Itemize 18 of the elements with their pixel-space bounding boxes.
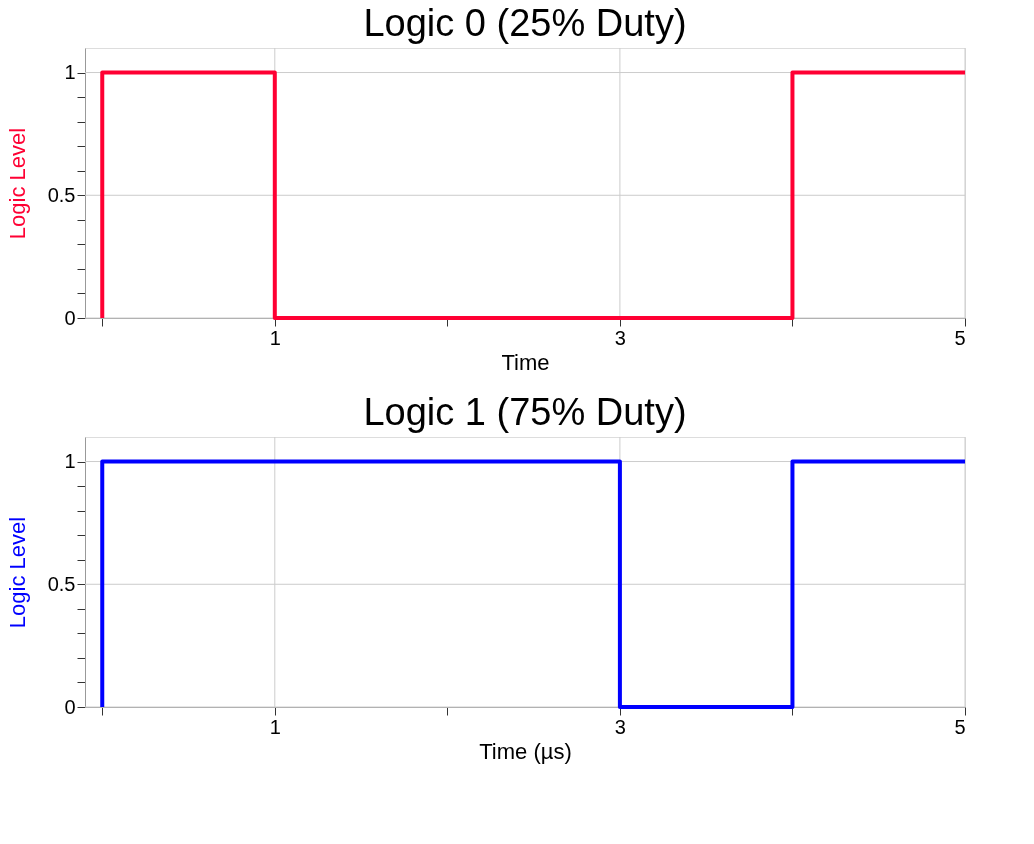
x-axis-title: Time bbox=[501, 349, 550, 375]
x-tick-label: 1 bbox=[269, 715, 281, 738]
x-tick-label: 5 bbox=[954, 326, 966, 349]
x-axis-title: Time (µs) bbox=[479, 738, 572, 764]
y-axis-title: Logic Level bbox=[4, 516, 30, 629]
x-tick-label: 1 bbox=[269, 326, 281, 349]
y-tick-label: 0.5 bbox=[47, 572, 76, 595]
chart-title: Logic 0 (25% Duty) bbox=[363, 1, 687, 44]
x-tick-label: 5 bbox=[954, 715, 966, 738]
y-axis-title: Logic Level bbox=[4, 127, 30, 240]
chart-title: Logic 1 (75% Duty) bbox=[363, 390, 687, 433]
y-tick-label: 0.5 bbox=[47, 183, 76, 206]
y-tick-label: 0 bbox=[64, 306, 76, 329]
x-tick-label: 3 bbox=[614, 326, 626, 349]
x-tick-label: 3 bbox=[614, 715, 626, 738]
y-tick-label: 1 bbox=[64, 61, 76, 84]
y-tick-label: 1 bbox=[64, 450, 76, 473]
y-tick-label: 0 bbox=[64, 695, 76, 718]
